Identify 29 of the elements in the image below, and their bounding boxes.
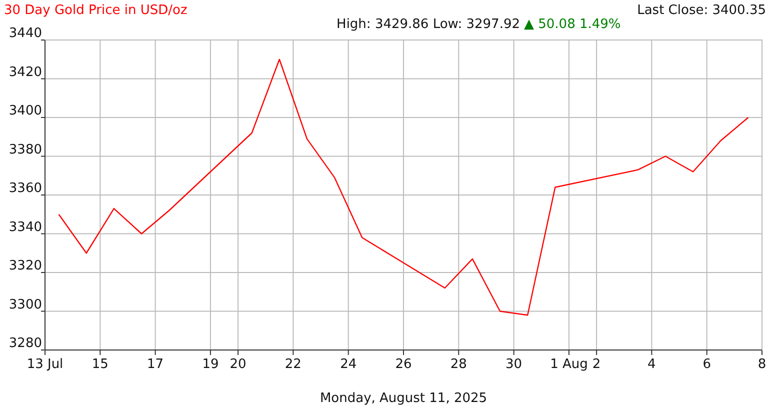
x-tick-label: 6 <box>702 357 711 372</box>
x-tick-label: 20 <box>230 357 246 372</box>
x-tick-label: 8 <box>758 357 766 372</box>
x-tick-label: 28 <box>450 357 467 372</box>
x-tick-label: 2 <box>592 357 601 372</box>
y-tick-label: 3320 <box>8 258 42 274</box>
x-tick-label: 26 <box>395 357 412 372</box>
x-axis-title: Monday, August 11, 2025 <box>320 391 488 406</box>
text: Last Close: 3400.35 <box>637 3 766 18</box>
y-tick-label: 3280 <box>8 336 42 351</box>
x-tick-label: 30 <box>506 357 522 372</box>
y-tick-label: 3300 <box>8 297 42 312</box>
y-tick-label: 3400 <box>8 104 42 118</box>
text: ▲ 50.08 1.49% <box>524 17 621 32</box>
x-tick-label: 15 <box>92 357 108 372</box>
chart-title: 30 Day Gold Price in USD/oz <box>4 3 188 18</box>
x-tick-label: 13 Jul <box>26 357 64 372</box>
y-tick-label: 3380 <box>8 142 42 158</box>
x-tick-label: 22 <box>284 357 302 372</box>
chart-subtitle: High: 3429.86 Low: 3297.92 <box>336 17 520 32</box>
y-tick-label: 3420 <box>8 64 42 80</box>
x-tick-label: 4 <box>648 357 656 372</box>
y-tick-label: 3360 <box>8 181 42 196</box>
y-tick-label: 3440 <box>8 26 42 41</box>
y-tick-label: 3340 <box>8 220 42 235</box>
x-tick-label: 24 <box>340 357 357 372</box>
x-tick-label: 17 <box>147 357 164 372</box>
x-tick-label: 1 Aug <box>550 357 588 372</box>
x-tick-label: 19 <box>202 357 219 372</box>
